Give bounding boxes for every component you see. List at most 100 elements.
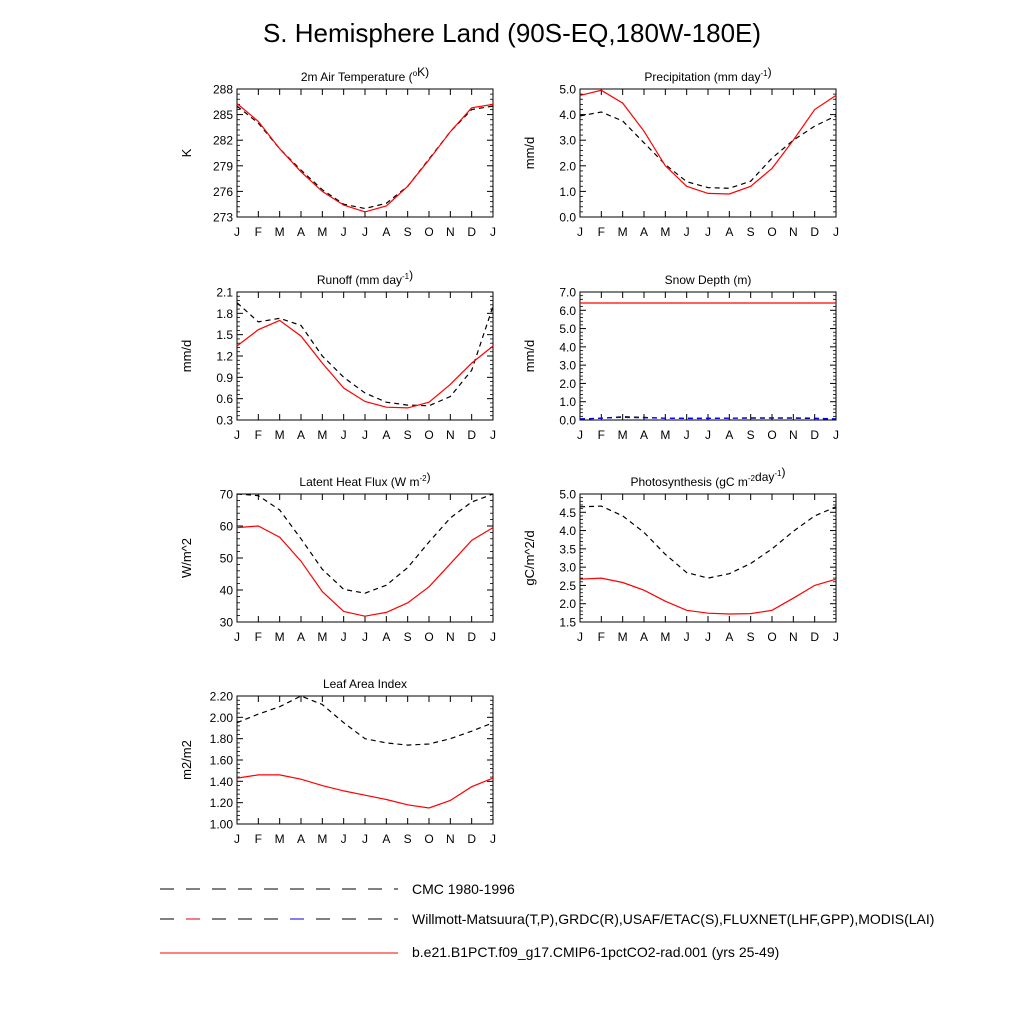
y-tick-label: 6.0 [559,304,576,318]
x-tick-label: J [684,428,690,442]
x-tick-label: A [640,428,648,442]
y-axis-label: m2/m2 [179,740,194,780]
y-tick-label: 1.2 [216,350,233,364]
x-tick-label: F [255,832,262,846]
y-tick-label: 279 [213,159,233,173]
x-tick-label: J [833,225,839,239]
y-axis-label: gC/m^2/d [522,530,537,585]
x-tick-label: J [684,225,690,239]
x-tick-label: F [255,225,262,239]
series-line-obs_alt [579,416,837,420]
y-tick-label: 2.5 [559,579,576,593]
x-tick-label: O [767,225,776,239]
y-tick-label: 2.20 [210,690,234,704]
y-axis-label: mm/d [522,340,537,373]
x-tick-label: M [275,832,285,846]
y-tick-label: 5.0 [559,322,576,336]
x-tick-label: J [234,428,240,442]
y-tick-label: 1.5 [559,616,576,630]
series-line-model [579,577,837,615]
chart-panel-2: Runoff (mm day-1) 0.3 0.6 0.9 1.2 1.5 1.8 2.1 J F… [179,268,496,442]
x-tick-label: J [341,225,347,239]
plot-frame [579,88,837,218]
y-tick-label: 2.0 [559,377,576,391]
x-tick-label: S [404,428,412,442]
y-tick-label: 7.0 [559,286,576,300]
x-tick-label: J [684,630,690,644]
y-tick-label: 3.0 [559,359,576,373]
x-tick-label: M [317,832,327,846]
x-tick-label: J [341,832,347,846]
y-tick-label: 4.0 [559,108,576,122]
x-tick-label: J [490,630,496,644]
chart-title: 2m Air Temperature (oK) [301,65,429,84]
x-tick-label: N [446,832,455,846]
y-tick-label: 0.6 [216,392,233,406]
x-tick-label: F [598,428,605,442]
y-tick-label: 1.0 [559,395,576,409]
x-tick-label: M [618,225,628,239]
x-tick-label: J [362,428,368,442]
x-tick-label: N [446,225,455,239]
chart-panel-6: Leaf Area Index 1.00 1.20 1.40 1.60 1.80 2.00 2… [179,677,496,846]
series-line-obs [579,111,837,189]
y-tick-label: 70 [220,488,234,502]
y-tick-label: 1.00 [210,818,234,832]
plot-frame [579,493,837,623]
x-tick-label: S [404,225,412,239]
x-tick-label: J [577,630,583,644]
x-tick-label: O [767,630,776,644]
x-tick-label: D [810,630,819,644]
x-tick-label: A [725,428,733,442]
y-axis-label: mm/d [522,137,537,170]
y-axis-label: W/m^2 [179,538,194,578]
x-tick-label: M [660,630,670,644]
y-tick-label: 2.00 [210,711,234,725]
y-tick-label: 30 [220,616,234,630]
x-tick-label: A [382,225,390,239]
x-tick-label: N [789,225,798,239]
x-tick-label: N [446,630,455,644]
plot-frame [236,695,494,825]
x-tick-label: M [317,225,327,239]
x-tick-label: S [747,428,755,442]
y-tick-label: 1.60 [210,754,234,768]
x-tick-label: M [275,428,285,442]
x-tick-label: S [747,630,755,644]
x-tick-label: J [234,225,240,239]
series-line-model [579,89,837,195]
y-tick-label: 273 [213,211,233,225]
x-tick-label: J [234,832,240,846]
y-tick-label: 1.80 [210,732,234,746]
x-tick-label: M [275,630,285,644]
y-tick-label: 276 [213,185,233,199]
x-tick-label: O [424,630,433,644]
y-tick-label: 288 [213,83,233,97]
x-tick-label: D [810,428,819,442]
x-tick-label: N [789,428,798,442]
y-tick-label: 3.0 [559,561,576,575]
x-tick-label: A [640,630,648,644]
y-tick-label: 2.0 [559,597,576,611]
x-tick-label: J [705,630,711,644]
x-tick-label: O [424,428,433,442]
x-tick-label: A [382,832,390,846]
x-tick-label: J [833,630,839,644]
x-tick-label: D [467,630,476,644]
series-line-obs [236,302,494,407]
x-tick-label: A [297,832,305,846]
x-tick-label: J [341,428,347,442]
x-tick-label: M [275,225,285,239]
y-tick-label: 3.5 [559,542,576,556]
x-tick-label: S [404,832,412,846]
y-tick-label: 1.8 [216,307,233,321]
y-tick-label: 4.0 [559,340,576,354]
chart-title: Latent Heat Flux (W m-2) [299,470,430,489]
x-tick-label: F [255,428,262,442]
x-tick-label: M [660,225,670,239]
y-tick-label: 1.20 [210,796,234,810]
x-tick-label: F [255,630,262,644]
y-tick-label: 1.5 [216,328,233,342]
x-tick-label: F [598,630,605,644]
y-tick-label: 5.0 [559,488,576,502]
